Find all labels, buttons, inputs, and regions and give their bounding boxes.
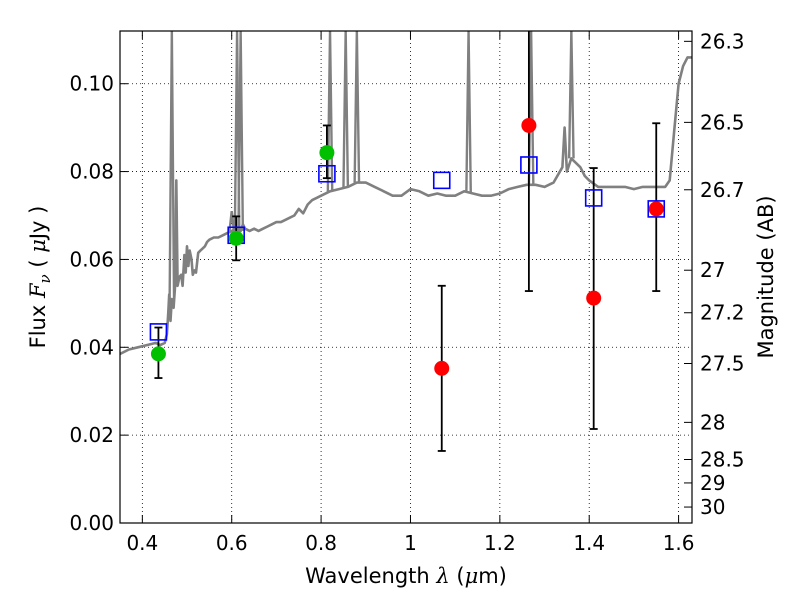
magnitude-tick-label: 27.2 — [700, 301, 745, 325]
model-flux-square — [520, 156, 538, 174]
magnitude-tick-label: 28 — [700, 410, 725, 434]
y-tick-label: 0.04 — [69, 335, 114, 359]
emission-line-spike — [168, 31, 176, 299]
y-axis-label-text: Flux — [26, 298, 50, 348]
emission-line-spike — [353, 31, 361, 183]
emission-line-spike — [228, 210, 236, 232]
x-tick-label: 0.6 — [216, 531, 248, 555]
grid-lines — [120, 31, 692, 523]
y-tick-label: 0.06 — [69, 247, 114, 271]
y-axis-label-paren: ( — [26, 253, 50, 275]
spectrum-line — [120, 56, 692, 356]
x-axis-label-unit: m) — [478, 564, 507, 588]
x-axis-label: Wavelength λ (μm) — [305, 564, 507, 588]
x-tick-label: 0.4 — [126, 531, 158, 555]
emission-line-spike — [567, 31, 575, 159]
plot-frame — [119, 30, 693, 524]
marginal-flux-point — [521, 117, 537, 133]
magnitude-tick-label: 30 — [700, 495, 725, 519]
x-tick-label: 0.8 — [305, 531, 337, 555]
magnitude-tick-label: 28.5 — [700, 448, 745, 472]
magnitude-tick-label: 27.5 — [700, 352, 745, 376]
x-axis-label-text: Wavelength — [305, 564, 436, 588]
y-axis-label-subscript: ν — [36, 274, 54, 283]
marginal-flux-point — [648, 201, 664, 217]
detected-flux-point — [319, 145, 335, 161]
magnitude-tick-label: 26.3 — [700, 29, 745, 53]
model-flux-square — [432, 171, 451, 190]
magnitude-axis-label: Magnitude (AB) — [754, 195, 778, 358]
x-axis-ticks: 0.4 0.6 0.8 1 1.2 1.4 1.6 — [126, 31, 695, 555]
emission-line-spike — [237, 31, 245, 231]
marginal-flux-point — [434, 360, 450, 376]
magnitude-tick-label: 26.5 — [700, 110, 745, 134]
y-axis-ticks: 0.00 0.02 0.04 0.06 0.08 0.10 — [69, 72, 128, 535]
x-axis-label-mu: μ — [465, 564, 479, 588]
y-tick-label: 0.08 — [69, 160, 114, 184]
detected-flux-point — [150, 346, 166, 362]
x-tick-label: 1.4 — [573, 531, 605, 555]
detected-flux-point — [228, 230, 244, 246]
y-axis-label-symbol: F — [26, 282, 50, 299]
x-tick-label: 1 — [404, 531, 417, 555]
y-tick-label: 0.00 — [69, 511, 114, 535]
marginal-flux-point — [586, 290, 602, 306]
x-tick-label: 1.2 — [484, 531, 516, 555]
model-flux-square — [584, 189, 603, 207]
x-tick-label: 1.6 — [663, 531, 695, 555]
magnitude-tick-label: 27 — [700, 258, 725, 282]
y-axis-label: Flux Fν ( μJy ) — [26, 206, 54, 349]
model-flux-square — [647, 200, 666, 218]
plot-area — [120, 31, 692, 452]
y-axis-label-unit: Jy ) — [26, 206, 50, 242]
emission-line-spike — [342, 31, 350, 188]
emission-line-spike — [465, 31, 472, 193]
plot-background — [120, 31, 692, 523]
model-flux-square — [318, 164, 336, 183]
y-tick-label: 0.02 — [69, 423, 114, 447]
magnitude-tick-label: 29 — [700, 471, 725, 495]
y-axis-label-mu: μ — [26, 239, 50, 253]
magnitude-tick-label: 26.7 — [700, 178, 745, 202]
observed-flux-markers — [150, 117, 664, 376]
model-flux-square — [149, 323, 168, 341]
emission-line-spike — [326, 31, 334, 192]
x-axis-label-symbol: λ — [435, 564, 449, 588]
x-axis-label-paren: ( — [450, 564, 465, 588]
y-tick-label: 0.10 — [69, 72, 114, 96]
